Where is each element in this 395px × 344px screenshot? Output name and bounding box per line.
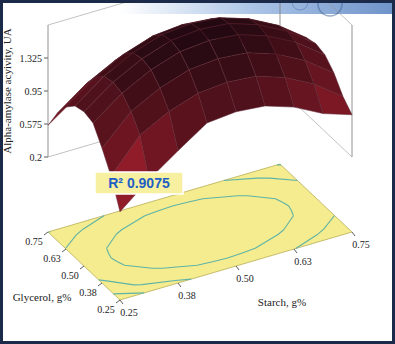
x-tick bbox=[98, 283, 102, 286]
x-tick bbox=[44, 232, 48, 235]
x-tick-label: 0.50 bbox=[61, 270, 79, 281]
z-tick-label: 0.575 bbox=[20, 119, 43, 130]
z-tick bbox=[44, 124, 48, 125]
x-tick-label: 0.63 bbox=[43, 253, 61, 264]
contour bbox=[107, 196, 294, 269]
surface bbox=[48, 18, 352, 212]
axes: 0.250.380.500.630.750.250.380.500.630.75… bbox=[1, 28, 370, 318]
x-tick bbox=[62, 249, 66, 252]
annotation: R² 0.9075 bbox=[95, 172, 183, 194]
z-tick-label: 0.95 bbox=[25, 86, 43, 97]
frame bbox=[2, 2, 394, 343]
y-tick bbox=[352, 232, 355, 236]
y-axis-title: Starch, g% bbox=[258, 296, 306, 308]
annotation-box bbox=[95, 172, 183, 194]
box-edge bbox=[48, 25, 49, 157]
box-edge bbox=[280, 0, 352, 25]
x-tick-label: 0.25 bbox=[97, 304, 115, 315]
y-tick-label: 0.50 bbox=[236, 273, 254, 284]
y-tick-label: 0.25 bbox=[120, 307, 138, 318]
y-tick bbox=[294, 249, 297, 253]
z-tick bbox=[44, 58, 48, 59]
annotation-text: R² 0.9075 bbox=[108, 175, 170, 191]
floor bbox=[48, 164, 352, 300]
x-tick-label: 0.75 bbox=[25, 236, 43, 247]
x-tick-label: 0.38 bbox=[79, 287, 97, 298]
y-tick bbox=[120, 300, 123, 304]
floor-plane bbox=[48, 164, 352, 300]
background bbox=[0, 0, 395, 344]
box-edge bbox=[48, 0, 280, 25]
y-tick-label: 0.75 bbox=[352, 239, 370, 250]
z-tick bbox=[44, 91, 48, 92]
page: Surface html,body{margin:0;padding:0;bac… bbox=[0, 0, 395, 344]
x-tick bbox=[80, 266, 84, 269]
z-tick bbox=[44, 157, 48, 158]
z-tick-label: 0.2 bbox=[30, 152, 43, 163]
y-tick bbox=[178, 283, 181, 287]
box-edge bbox=[352, 25, 353, 157]
x-tick bbox=[116, 300, 120, 303]
chart: 0.250.380.500.630.750.250.380.500.630.75… bbox=[0, 0, 395, 344]
y-tick bbox=[236, 266, 239, 270]
z-tick-label: 1.325 bbox=[20, 53, 43, 64]
page-body: {"chart_data": {"type": "surface", "x_la… bbox=[0, 0, 395, 344]
box bbox=[48, 0, 352, 157]
y-tick-label: 0.63 bbox=[294, 256, 312, 267]
y-tick-label: 0.38 bbox=[178, 290, 196, 301]
x-axis-title: Glycerol, g% bbox=[13, 291, 72, 303]
